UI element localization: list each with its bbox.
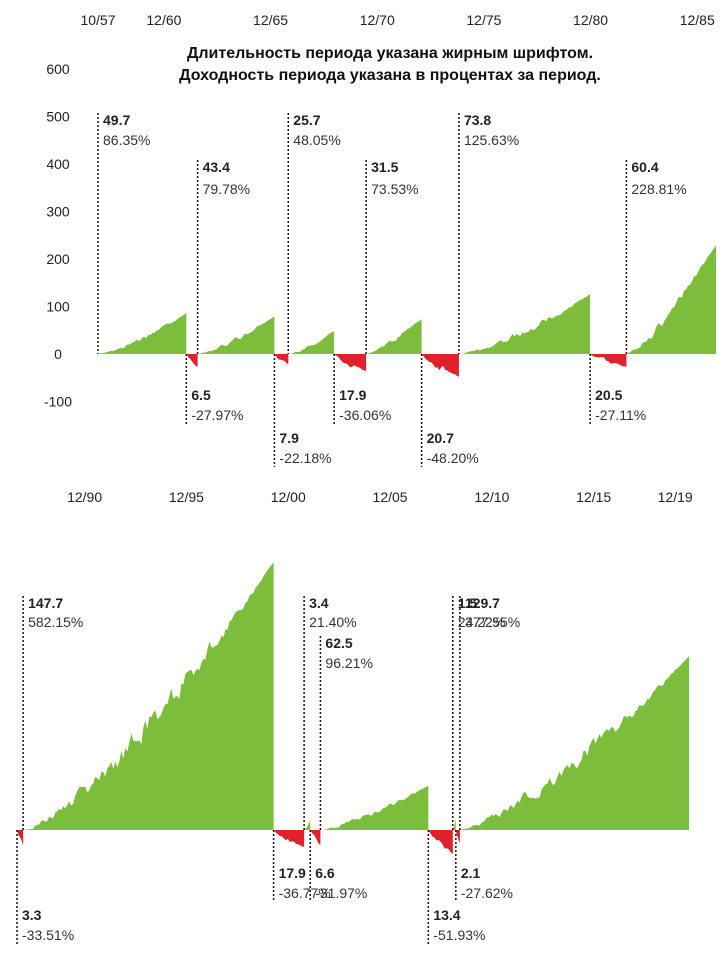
- x-tick-label: 12/85: [680, 12, 715, 28]
- bull-market-area: [366, 319, 422, 354]
- chart-title-line-1: Длительность периода указана жирным шриф…: [187, 45, 593, 62]
- bear-market-area: [186, 354, 198, 368]
- x-tick-label: 12/70: [360, 12, 395, 28]
- period-duration-label: 3.3: [22, 907, 42, 923]
- period-duration-label: 7.9: [279, 430, 299, 446]
- period-return-label: 73.53%: [371, 181, 418, 197]
- panel-1957-1987: 10/57 12/60 12/65 12/70 12/75 12/80 12/85 600 50…: [44, 12, 716, 467]
- period-return-label: 86.35%: [103, 132, 150, 148]
- bull-market-area: [197, 316, 275, 354]
- chart-title-line-2: Доходность периода указана в процентах з…: [179, 67, 601, 84]
- bear-market-area: [310, 830, 321, 845]
- period-return-label: 48.05%: [293, 132, 340, 148]
- y-tick-label: 400: [46, 156, 70, 172]
- x-tick-label: 12/80: [573, 12, 608, 28]
- period-return-label: -22.18%: [279, 450, 331, 466]
- panel-1987-2020: 12/90 12/95 12/00 12/05 12/10 12/15 12/19 3.3 -3…: [16, 489, 693, 944]
- period-return-label: 228.81%: [631, 181, 686, 197]
- period-duration-label: 20.5: [595, 387, 622, 403]
- y-tick-label: -100: [44, 394, 72, 410]
- period-return-label: 377.55%: [465, 614, 520, 630]
- period-return-label: -36.06%: [339, 407, 391, 423]
- period-duration-label: 1.5: [458, 595, 478, 611]
- bear-market-area: [428, 830, 453, 854]
- bull-market-area: [626, 245, 716, 354]
- y-tick-label: 600: [46, 61, 70, 77]
- y-tick-label: 200: [46, 251, 70, 267]
- bear-market-area: [273, 830, 305, 847]
- period-return-label: -33.51%: [22, 927, 74, 943]
- period-duration-label: 62.5: [325, 635, 352, 651]
- period-duration-label: 6.6: [315, 865, 335, 881]
- bear-market-area: [17, 830, 24, 846]
- x-tick-label: 10/57: [80, 12, 115, 28]
- period-duration-label: 31.5: [371, 159, 398, 175]
- y-tick-label: 300: [46, 204, 70, 220]
- period-duration-label: 17.9: [279, 865, 306, 881]
- period-duration-label: 6.5: [191, 387, 211, 403]
- period-return-label: 96.21%: [325, 655, 372, 671]
- period-duration-label: 73.8: [464, 112, 491, 128]
- period-duration-label: 43.4: [203, 159, 230, 175]
- period-return-label: -31.97%: [315, 885, 367, 901]
- period-duration-label: 2.1: [461, 865, 481, 881]
- x-tick-label: 12/65: [253, 12, 288, 28]
- period-return-label: 125.63%: [464, 132, 519, 148]
- period-return-label: -48.20%: [427, 450, 479, 466]
- y-tick-label: 0: [54, 346, 62, 362]
- period-duration-label: 129.7: [465, 595, 500, 611]
- period-return-label: -51.93%: [433, 927, 485, 943]
- period-return-label: -27.62%: [461, 885, 513, 901]
- period-return-label: -27.97%: [191, 407, 243, 423]
- bull-market-area: [458, 294, 591, 354]
- bull-market-area: [288, 331, 335, 354]
- y-tick-label: 100: [46, 299, 70, 315]
- period-return-label: 582.15%: [28, 614, 83, 630]
- bear-market-area: [274, 354, 289, 365]
- bear-market-area: [334, 354, 367, 372]
- period-duration-label: 60.4: [631, 159, 658, 175]
- bull-market-area: [304, 820, 311, 830]
- x-tick-label: 12/05: [373, 489, 408, 505]
- period-duration-label: 17.9: [339, 387, 366, 403]
- period-return-label: 79.78%: [203, 181, 250, 197]
- bull-market-area: [452, 818, 456, 830]
- period-duration-label: 3.4: [309, 595, 329, 611]
- period-return-label: -27.11%: [595, 407, 646, 423]
- period-duration-label: 49.7: [103, 112, 130, 128]
- period-return-label: -36.77%: [279, 885, 331, 901]
- period-duration-label: 20.7: [427, 430, 454, 446]
- x-tick-label: 12/95: [169, 489, 204, 505]
- bull-market-area: [23, 562, 274, 830]
- bull-market-area: [459, 656, 689, 830]
- x-tick-label: 12/90: [67, 489, 102, 505]
- x-tick-label: 12/00: [271, 489, 306, 505]
- period-duration-label: 13.4: [433, 907, 460, 923]
- period-return-label: 24.22%: [458, 614, 505, 630]
- bear-market-area: [421, 354, 459, 377]
- period-return-label: 21.40%: [309, 614, 356, 630]
- bear-market-area: [455, 830, 460, 843]
- x-tick-label: 12/75: [466, 12, 501, 28]
- x-tick-label: 12/10: [474, 489, 509, 505]
- x-tick-label: 12/60: [146, 12, 181, 28]
- bull-market-area: [320, 785, 429, 830]
- x-tick-label: 12/19: [658, 489, 693, 505]
- y-tick-label: 500: [46, 109, 70, 125]
- x-tick-label: 12/15: [576, 489, 611, 505]
- bear-market-area: [590, 354, 627, 367]
- period-duration-label: 25.7: [293, 112, 320, 128]
- period-duration-label: 147.7: [28, 595, 63, 611]
- bull-market-area: [98, 313, 187, 354]
